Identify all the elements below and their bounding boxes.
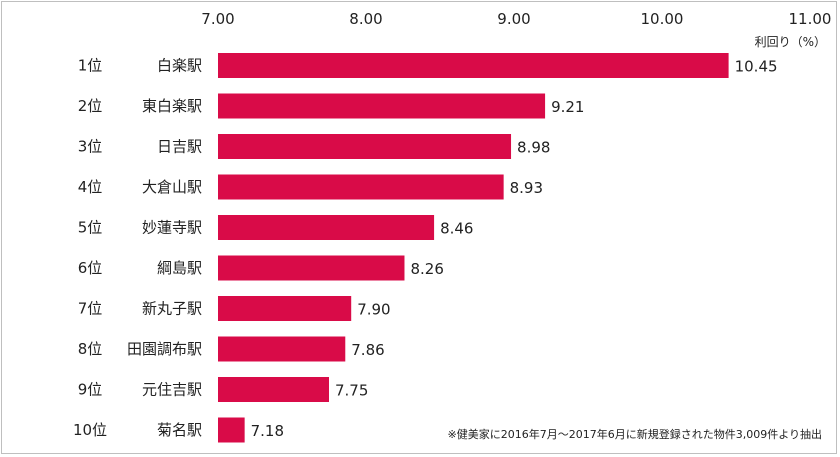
bar — [218, 296, 352, 321]
bar-rows: 1位 白楽駅 10.45 2位 東白楽駅 9.21 3位 日吉駅 8.98 4位 大倉山駅 8.93 5… — [73, 53, 778, 443]
x-tick-label: 8.00 — [349, 10, 382, 28]
bar — [218, 377, 329, 402]
station-label: 綱島駅 — [157, 259, 202, 277]
station-label: 大倉山駅 — [142, 178, 202, 196]
value-label: 8.26 — [410, 260, 443, 278]
station-label: 東白楽駅 — [142, 97, 202, 115]
rank-label: 9位 — [78, 381, 103, 399]
value-label: 8.46 — [440, 220, 473, 238]
value-label: 8.93 — [510, 179, 543, 197]
bar — [218, 255, 405, 281]
x-tick-label: 10.00 — [641, 10, 684, 28]
x-tick-label: 9.00 — [497, 10, 530, 28]
station-label: 田園調布駅 — [127, 340, 202, 358]
value-label: 8.98 — [517, 139, 550, 157]
bar — [218, 93, 546, 119]
bar — [218, 134, 512, 159]
station-label: 菊名駅 — [157, 421, 202, 439]
station-label: 元住吉駅 — [142, 381, 202, 399]
station-label: 白楽駅 — [157, 57, 202, 75]
x-tick-label: 7.00 — [201, 10, 234, 28]
station-label: 日吉駅 — [157, 138, 202, 156]
rank-label: 1位 — [78, 57, 103, 75]
rank-label: 4位 — [78, 178, 103, 196]
footnote: ※健美家に2016年7月～2017年6月に新規登録された物件3,009件より抽出 — [448, 427, 822, 441]
rank-label: 8位 — [78, 340, 103, 358]
bar — [218, 336, 346, 362]
value-label: 7.90 — [357, 301, 390, 319]
value-label: 9.21 — [551, 98, 584, 116]
rank-label: 6位 — [78, 259, 103, 277]
rank-label: 10位 — [73, 421, 107, 439]
bar — [218, 417, 245, 443]
bar — [218, 174, 504, 200]
value-label: 7.75 — [335, 382, 368, 400]
x-axis-ticks: 7.00 8.00 9.00 10.00 11.00 — [201, 10, 831, 28]
value-label: 10.45 — [735, 58, 778, 76]
value-label: 7.86 — [351, 341, 384, 359]
rank-label: 2位 — [78, 97, 103, 115]
rank-label: 7位 — [78, 300, 103, 318]
x-tick-label: 11.00 — [789, 10, 832, 28]
station-label: 妙蓮寺駅 — [142, 219, 202, 237]
bar — [218, 53, 729, 78]
rank-label: 5位 — [78, 219, 103, 237]
unit-label: 利回り（%） — [755, 35, 826, 49]
value-label: 7.18 — [251, 422, 284, 440]
station-label: 新丸子駅 — [142, 300, 202, 318]
bar — [218, 215, 435, 240]
rank-label: 3位 — [78, 138, 103, 156]
